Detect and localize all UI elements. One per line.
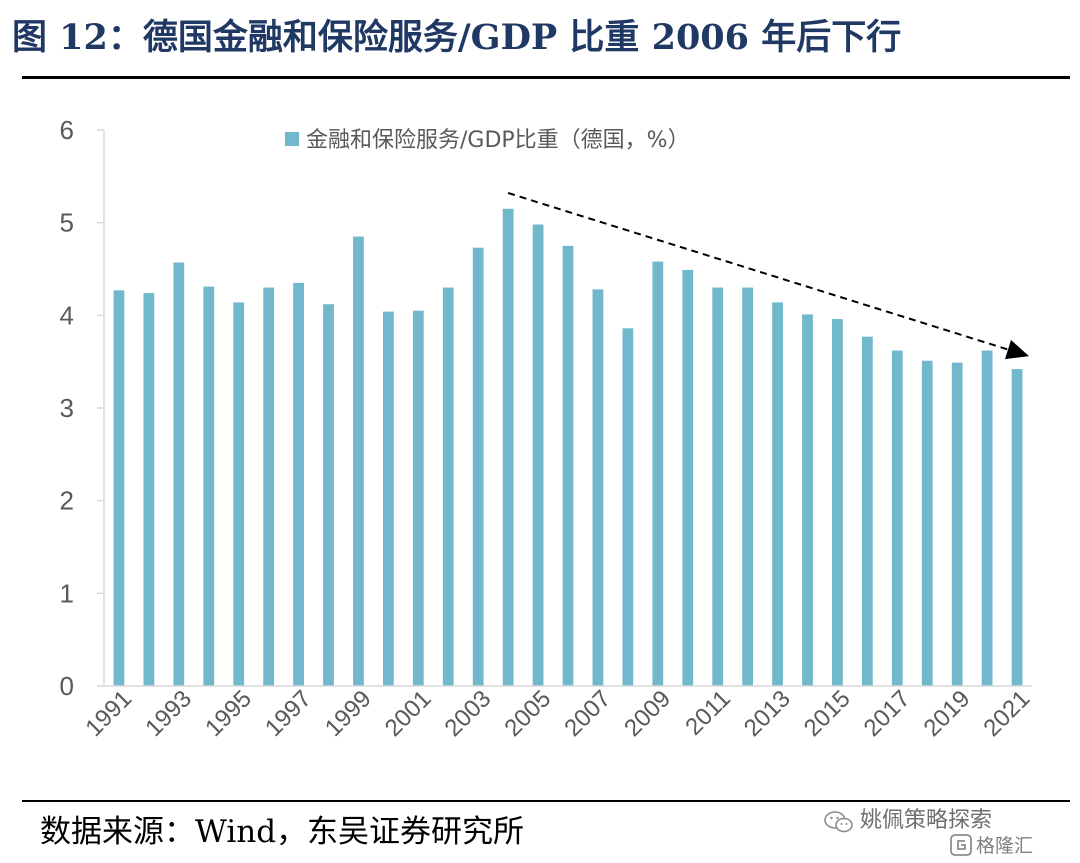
bar-2019 [951,362,963,686]
bar-1999 [353,236,364,687]
bar-2008 [622,328,634,686]
x-tick-label: 1999 [320,685,377,742]
bar-2011 [712,287,724,686]
x-tick-label: 1995 [200,685,257,742]
wechat-icon [824,811,853,833]
y-tick-label: 5 [60,208,74,238]
x-tick-label: 1991 [80,685,137,742]
bar-2018 [921,360,933,686]
x-tick-label: 2003 [440,685,497,742]
trend-annotation [507,192,1029,360]
x-tick-label: 2011 [680,685,736,741]
bar-2003 [472,247,484,687]
x-tick-label: 2021 [978,685,1035,742]
bar-chart: 0 1 2 3 4 5 6 1991 1993 1995 1997 1999 2001 2003 2005… [60,115,1036,742]
x-tick-label: 1997 [260,685,317,742]
x-tick-label: 2009 [619,685,676,742]
bar-2013 [772,302,783,686]
y-tick-label: 1 [60,578,74,608]
watermark: 姚佩策略探索 格隆汇 [822,804,1062,860]
bar-2010 [682,269,694,686]
bar-1998 [323,304,334,686]
bar-2021 [1011,369,1023,686]
bar-1997 [293,282,304,686]
x-tick-label: 2001 [380,685,437,742]
x-tick-label: 1993 [140,685,197,742]
legend-label: 金融和保险服务/GDP比重（德国，%） [306,128,690,153]
bar-2020 [981,350,993,686]
x-tick-label: 2019 [919,685,976,742]
bar-2004 [502,208,514,686]
y-tick-label: 4 [60,300,74,330]
x-tick-label: 2005 [499,685,556,742]
bar-1996 [263,287,275,686]
bar-2009 [652,261,664,686]
legend-swatch [285,132,299,146]
trend-arrow-line [507,192,1009,351]
source-divider [22,800,1070,802]
title-divider [22,76,1070,79]
x-tick-label: 2007 [559,685,616,742]
bar-2017 [891,350,903,686]
y-tick-label: 2 [60,486,74,516]
bar-1993 [173,262,185,686]
bar-2001 [412,310,424,686]
bar-1992 [143,293,155,686]
x-tick-label: 2017 [859,685,916,742]
bar-1995 [233,302,245,686]
bar-2000 [382,311,394,686]
bar-1994 [203,286,215,686]
bar-2006 [562,245,574,687]
bar-1991 [113,290,125,686]
bar-2014 [802,314,813,686]
y-axis: 0 1 2 3 4 5 6 [60,115,105,701]
y-tick-label: 0 [60,671,74,701]
gelonghui-logo-icon [950,834,972,856]
source-note: 数据来源：Wind，东吴证券研究所 [40,814,525,850]
legend: 金融和保险服务/GDP比重（德国，%） [285,128,690,153]
trend-arrow-head [1005,340,1029,360]
bar-2002 [442,287,454,686]
figure-title: 图 12：德国金融和保险服务/GDP 比重 2006 年后下行 [12,17,902,58]
watermark-brand: 格隆汇 [976,835,1034,857]
bar-2012 [742,287,754,686]
bar-series [113,208,1023,687]
y-tick-label: 6 [60,115,74,145]
bar-2016 [861,336,873,686]
watermark-account-name: 姚佩策略探索 [860,808,993,833]
x-axis: 1991 1993 1995 1997 1999 2001 2003 2005 2007 2009… [80,685,1035,742]
bar-2015 [832,319,843,686]
x-tick-label: 2015 [799,685,856,742]
x-tick-label: 2013 [739,685,796,742]
y-tick-label: 3 [60,393,74,423]
bar-2007 [592,289,604,686]
bar-2005 [532,224,544,686]
